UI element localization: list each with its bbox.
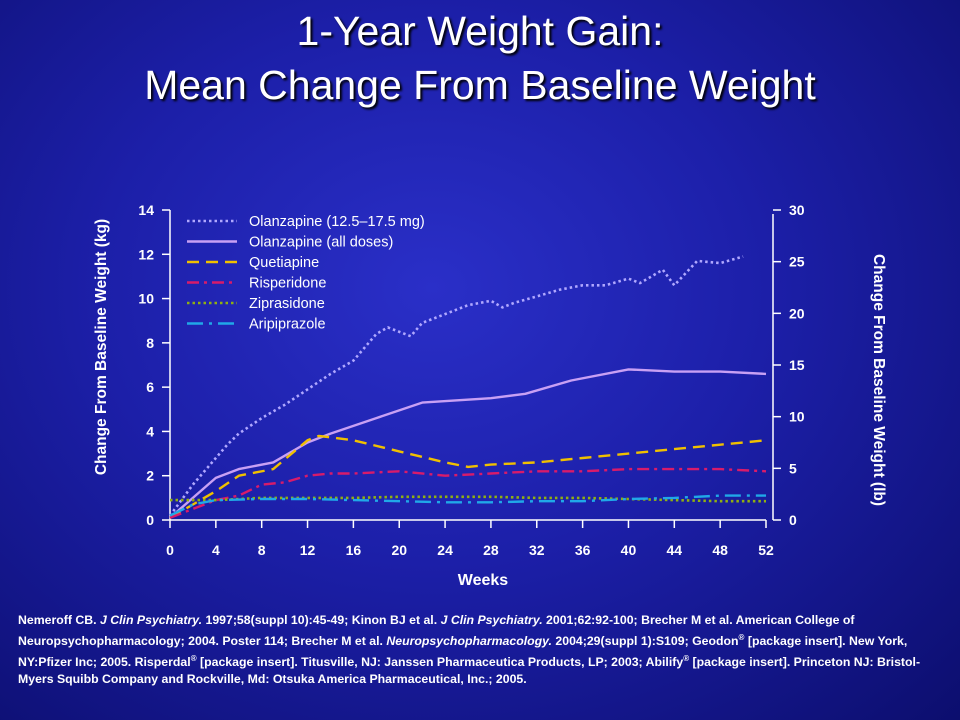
legend-label: Aripiprazole	[249, 317, 326, 333]
ref-journal: Neuropsychopharmacology.	[386, 634, 552, 649]
y-right-tick-label: 30	[789, 202, 805, 218]
x-tick-label: 52	[758, 542, 774, 558]
x-tick-label: 32	[529, 542, 545, 558]
series-line	[169, 434, 767, 519]
y-left-tick-label: 2	[146, 468, 154, 484]
registered-mark: ®	[190, 654, 197, 664]
series-line	[169, 494, 766, 517]
registered-mark: ®	[738, 633, 745, 642]
series-line	[169, 368, 767, 519]
y-right-tick-label: 25	[789, 254, 805, 270]
x-tick-label: 24	[437, 542, 453, 558]
legend-label: Olanzapine (all doses)	[249, 235, 393, 251]
x-tick-label: 40	[621, 542, 637, 558]
ref-text: [package insert]. New York, NY:Pfizer In…	[18, 634, 908, 670]
x-tick-label: 0	[166, 542, 174, 558]
y-left-tick-label: 14	[138, 202, 154, 218]
ref-text: 1997;58(suppl 10):45-49; Kinon BJ et al.	[202, 613, 441, 627]
slide-title: 1-Year Weight Gain: Mean Change From Bas…	[0, 4, 960, 112]
x-tick-label: 16	[346, 542, 362, 558]
ref-text: 2004;29(suppl 1):S109; Geodon	[551, 634, 739, 649]
ref-text: Nemeroff CB.	[18, 613, 100, 627]
x-tick-label: 12	[300, 542, 316, 558]
references: Nemeroff CB. J Clin Psychiatry. 1997;58(…	[18, 612, 948, 688]
y-right-tick-label: 5	[789, 460, 797, 476]
chart-series	[168, 255, 767, 519]
legend-label: Quetiapine	[249, 255, 319, 271]
y-right-tick-label: 15	[789, 357, 805, 373]
x-tick-label: 44	[667, 542, 683, 558]
y-left-tick-label: 6	[146, 379, 154, 395]
y-right-tick-label: 10	[789, 409, 805, 425]
legend-label: Risperidone	[249, 276, 326, 292]
legend-label: Ziprasidone	[249, 296, 325, 312]
x-tick-label: 20	[391, 542, 407, 558]
x-tick-label: 4	[212, 542, 220, 558]
title-line-1: 1-Year Weight Gain:	[296, 8, 664, 54]
x-axis-label: Weeks	[458, 572, 509, 589]
x-tick-label: 8	[258, 542, 266, 558]
y-left-tick-label: 8	[146, 335, 154, 351]
y-right-tick-label: 20	[789, 305, 805, 321]
y-axis-left-label: Change From Baseline Weight (kg)	[93, 219, 110, 475]
x-tick-label: 28	[483, 542, 499, 558]
y-right-tick-label: 0	[789, 512, 797, 528]
y-left-tick-label: 10	[138, 291, 154, 307]
title-line-2: Mean Change From Baseline Weight	[144, 62, 816, 108]
y-axis-right-label: Change From Baseline Weight (lb)	[870, 254, 887, 506]
y-left-tick-label: 12	[138, 246, 154, 262]
x-tick-label: 48	[712, 542, 728, 558]
y-left-tick-label: 4	[146, 423, 154, 439]
legend-label: Olanzapine (12.5–17.5 mg)	[249, 214, 425, 230]
ref-text: [package insert]. Princeton NJ: Bristol-…	[18, 655, 921, 687]
series-line	[169, 467, 767, 519]
x-tick-label: 36	[575, 542, 591, 558]
ref-text: [package insert]. Titusville, NJ: Jansse…	[196, 655, 684, 670]
y-left-tick-label: 0	[146, 512, 154, 528]
ref-journal: J Clin Psychiatry.	[440, 613, 543, 627]
ref-journal: J Clin Psychiatry.	[100, 613, 203, 627]
registered-mark: ®	[683, 654, 690, 664]
ref-text: 2001;62:92-100; Brecher M et al. America…	[18, 613, 855, 649]
chart-legend: Olanzapine (12.5–17.5 mg) Olanzapine (all…	[187, 214, 425, 333]
